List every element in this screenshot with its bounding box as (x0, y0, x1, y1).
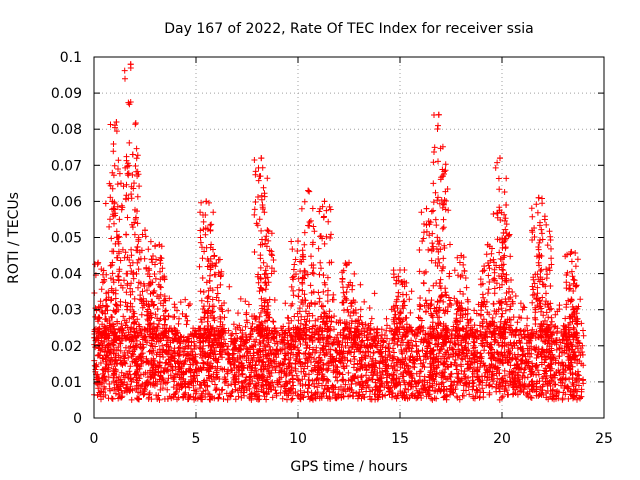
peak-point (305, 187, 312, 194)
y-tick-label: 0.07 (51, 158, 82, 174)
x-tick-label: 25 (595, 431, 613, 447)
peak-point (535, 194, 542, 201)
y-tick-labels: 0 0.01 0.02 0.03 0.04 0.05 0.06 0.07 0.08 0.09 0.1 (51, 50, 82, 427)
peak-point (113, 118, 120, 125)
axis-ticks (93, 56, 605, 419)
peak-point (156, 241, 163, 248)
peak-point (496, 155, 503, 162)
peak-point (264, 227, 271, 234)
y-tick-label: 0.06 (51, 194, 82, 210)
peak-point (503, 202, 510, 209)
peak-point (211, 252, 218, 259)
peak-point (435, 111, 442, 118)
y-tick-label: 0.03 (51, 303, 82, 319)
peak-point (127, 61, 134, 68)
peak-point (397, 266, 403, 273)
peak-point (423, 205, 430, 212)
peak-point (203, 198, 210, 205)
peak-point (321, 198, 328, 205)
peak-point (295, 238, 301, 245)
peak-point (346, 259, 352, 266)
y-tick-label: 0 (73, 411, 82, 427)
data-points (91, 61, 587, 403)
x-tick-label: 10 (289, 431, 307, 447)
peak-point (484, 241, 491, 248)
peak-point (568, 248, 575, 255)
x-tick-label: 15 (391, 431, 409, 447)
y-tick-label: 0.01 (51, 375, 82, 391)
chart-title: Day 167 of 2022, Rate Of TEC Index for r… (164, 21, 533, 37)
peak-point (129, 151, 136, 158)
peak-point (95, 259, 102, 266)
peak-point (258, 155, 265, 162)
x-axis-label: GPS time / hours (290, 459, 407, 475)
peak-point (541, 216, 548, 223)
y-tick-label: 0.1 (60, 50, 82, 66)
peak-point (439, 173, 446, 180)
y-tick-label: 0.04 (51, 267, 82, 283)
scatter-points (91, 61, 587, 403)
y-axis-label: ROTI / TECUs (6, 192, 22, 284)
x-tick-label: 0 (90, 431, 99, 447)
peak-point (142, 227, 148, 234)
x-tick-label: 5 (192, 431, 201, 447)
y-tick-label: 0.08 (51, 122, 82, 138)
y-tick-label: 0.05 (51, 231, 82, 247)
peak-point (109, 198, 116, 205)
y-tick-label: 0.02 (51, 339, 82, 355)
y-tick-label: 0.09 (51, 86, 82, 102)
x-tick-labels: 0 5 10 15 20 25 (90, 431, 613, 447)
peak-point (458, 252, 465, 259)
x-tick-label: 20 (493, 431, 511, 447)
